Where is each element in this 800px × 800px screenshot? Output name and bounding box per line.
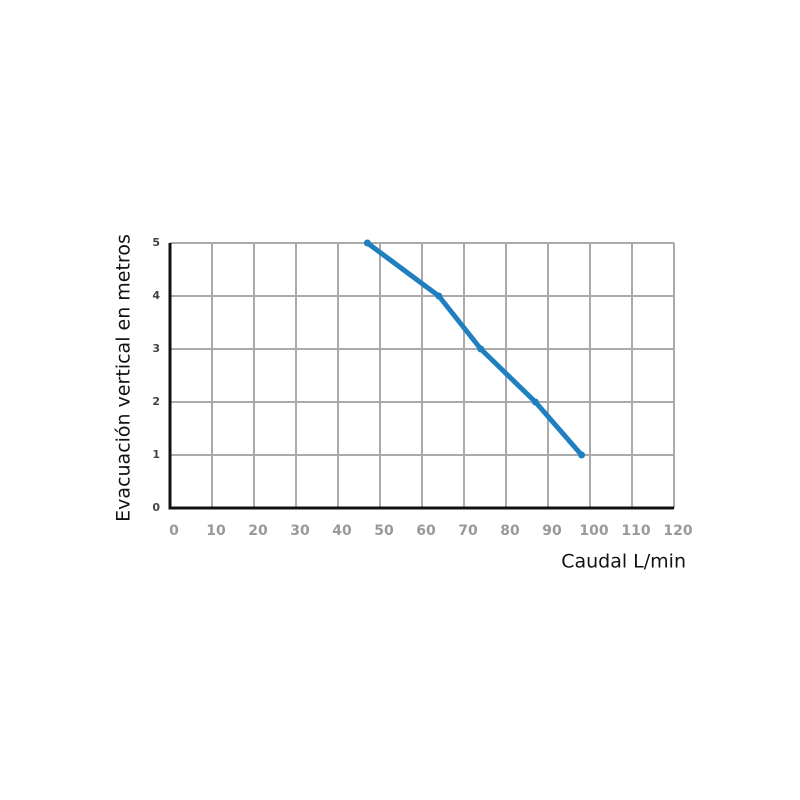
x-tick-label: 70 xyxy=(458,523,478,539)
y-tick-label: 3 xyxy=(152,342,160,355)
data-point xyxy=(578,451,586,459)
x-tick-label: 10 xyxy=(206,523,226,539)
x-axis-label: Caudal L/min xyxy=(561,551,686,573)
x-tick-label: 120 xyxy=(663,523,692,539)
y-tick-label: 2 xyxy=(152,395,160,408)
x-tick-label: 20 xyxy=(248,523,268,539)
x-tick-label: 80 xyxy=(500,523,520,539)
y-tick-label: 5 xyxy=(152,236,160,249)
y-tick-label: 0 xyxy=(152,501,160,514)
y-axis-label: Evacuación vertical en metros xyxy=(113,234,135,522)
x-tick-label: 60 xyxy=(416,523,436,539)
x-tick-label: 0 xyxy=(169,523,179,539)
x-tick-label: 110 xyxy=(621,523,650,539)
data-point xyxy=(363,239,371,247)
x-tick-label: 50 xyxy=(374,523,394,539)
x-tick-label: 100 xyxy=(579,523,608,539)
x-tick-label: 30 xyxy=(290,523,310,539)
data-point xyxy=(435,292,443,300)
x-tick-label: 40 xyxy=(332,523,352,539)
y-tick-label: 4 xyxy=(152,289,160,302)
y-tick-label: 1 xyxy=(152,448,160,461)
data-point xyxy=(531,398,539,406)
x-tick-label: 90 xyxy=(542,523,562,539)
data-point xyxy=(477,345,485,353)
